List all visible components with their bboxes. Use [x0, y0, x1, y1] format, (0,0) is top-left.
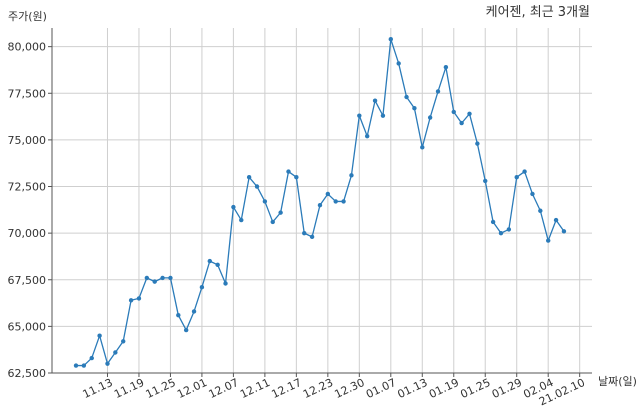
- price-point: [506, 227, 512, 232]
- price-point: [561, 229, 567, 234]
- price-point: [73, 363, 79, 368]
- price-point: [128, 298, 134, 303]
- x-tick-label: 11.19: [112, 376, 146, 401]
- price-point: [341, 199, 346, 204]
- price-point: [309, 234, 315, 240]
- price-point: [435, 89, 441, 94]
- price-point: [176, 312, 181, 318]
- y-tick-label: 70,000: [8, 227, 47, 240]
- price-point: [388, 36, 393, 42]
- x-tick-label: 11.13: [81, 376, 115, 401]
- y-tick-labels: 62,500 65,000 67,500 70,000 72,500 75,000 77,5…: [8, 41, 47, 380]
- price-point: [467, 111, 472, 116]
- price-point: [262, 199, 268, 204]
- price-series: [76, 38, 565, 367]
- price-point: [97, 333, 102, 338]
- price-point: [451, 109, 456, 115]
- x-tick-label: 12.07: [207, 376, 241, 401]
- price-point: [160, 275, 165, 281]
- price-point: [270, 219, 275, 225]
- price-point: [199, 285, 205, 290]
- price-point: [144, 275, 150, 281]
- price-point: [239, 217, 244, 223]
- price-line: [76, 38, 565, 367]
- y-tick-label: 72,500: [8, 181, 47, 194]
- x-tick-label: 12.17: [270, 376, 304, 401]
- x-tick-label: 11.25: [144, 376, 178, 401]
- y-tick-label: 65,000: [8, 320, 47, 333]
- price-point: [223, 281, 228, 286]
- price-point: [372, 98, 378, 103]
- x-tick-label: 01.07: [364, 376, 398, 401]
- price-point: [546, 238, 551, 243]
- price-point: [412, 105, 417, 111]
- price-point: [231, 204, 236, 210]
- price-point: [514, 174, 519, 180]
- y-tick-label: 62,500: [8, 367, 47, 380]
- price-point: [278, 210, 283, 215]
- x-tick-label: 01.29: [490, 376, 524, 401]
- price-point: [89, 355, 94, 361]
- price-point: [538, 208, 543, 213]
- price-point: [152, 279, 157, 284]
- x-axis-label: 날짜(일): [598, 374, 637, 388]
- chart-title: 케어젠, 최근 3개월: [486, 5, 590, 20]
- price-point: [490, 219, 496, 225]
- price-point: [325, 191, 331, 197]
- price-point: [498, 230, 504, 236]
- price-point: [215, 262, 220, 268]
- x-tick-labels: 11.1311.1911.2512.0112.0712.1112.1712.23…: [81, 376, 587, 408]
- price-point: [333, 199, 338, 204]
- price-point: [191, 309, 197, 314]
- y-tick-label: 75,000: [8, 134, 47, 147]
- price-point: [207, 258, 212, 264]
- price-point: [443, 64, 449, 70]
- price-point: [420, 145, 425, 150]
- price-point: [121, 339, 126, 344]
- price-point: [404, 94, 409, 100]
- price-point: [380, 113, 386, 118]
- price-point: [317, 202, 323, 208]
- x-tick-label: 12.23: [301, 376, 335, 401]
- price-point: [357, 113, 362, 118]
- price-point: [483, 178, 488, 184]
- price-point: [553, 217, 559, 223]
- grid-lines: [52, 28, 592, 374]
- price-point: [530, 191, 535, 197]
- x-tick-label: 12.30: [333, 376, 367, 401]
- price-point: [113, 350, 118, 355]
- price-points: [73, 36, 567, 368]
- price-point: [522, 169, 527, 174]
- price-point: [396, 61, 401, 66]
- price-point: [364, 133, 370, 139]
- x-tick-label: 01.25: [458, 376, 492, 401]
- price-point: [136, 296, 142, 301]
- x-tick-label: 12.11: [238, 376, 272, 401]
- price-point: [81, 363, 87, 368]
- y-tick-label: 67,500: [8, 274, 47, 287]
- price-point: [302, 230, 307, 236]
- y-tick-label: 77,500: [8, 87, 47, 100]
- x-tick-label: 12.01: [175, 376, 209, 401]
- y-axis-label: 주가(원): [8, 10, 47, 23]
- price-point: [286, 169, 291, 174]
- x-tick-label: 01.13: [396, 376, 430, 401]
- price-point: [254, 184, 260, 189]
- y-tick-label: 80,000: [8, 41, 47, 54]
- price-point: [349, 173, 354, 178]
- price-point: [294, 174, 299, 180]
- price-point: [105, 361, 110, 366]
- price-point: [459, 120, 464, 126]
- price-point: [475, 141, 480, 146]
- x-tick-label: 01.19: [427, 376, 461, 401]
- price-point: [183, 327, 189, 333]
- axes: [48, 28, 592, 377]
- price-point: [168, 275, 173, 281]
- price-point: [246, 174, 252, 180]
- price-point: [427, 115, 433, 120]
